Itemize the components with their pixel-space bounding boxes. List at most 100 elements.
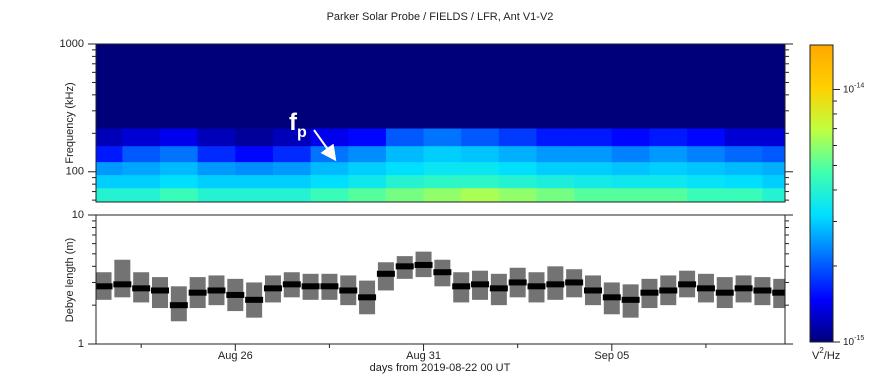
heat-cell — [272, 128, 312, 147]
heat-cell — [122, 187, 161, 202]
heat-cell — [574, 44, 613, 129]
median-band — [753, 287, 772, 294]
median-band — [132, 285, 151, 292]
y-tick-label: 1000 — [60, 38, 84, 50]
heat-cell — [461, 174, 500, 189]
annotation-arrow — [313, 129, 337, 162]
median-band — [583, 287, 602, 294]
heat-cell — [762, 161, 785, 176]
heat-cell — [611, 145, 650, 163]
y-axis-label: Debye length (m) — [64, 238, 76, 322]
heat-cell — [310, 174, 349, 189]
heat-cell — [498, 44, 538, 129]
colorbar-label-sup: 2 — [819, 346, 824, 355]
heat-cell — [385, 128, 425, 147]
heat-cell — [687, 174, 726, 189]
heat-cell — [461, 145, 500, 163]
heat-cell — [611, 44, 650, 129]
colorbar-label: V2/Hz — [812, 346, 840, 362]
colorbar — [809, 44, 834, 343]
heat-cell — [536, 128, 575, 147]
heat-cell — [762, 174, 785, 189]
heat-cell — [498, 174, 538, 189]
colorbar-tick-label: 10-14 — [843, 82, 864, 95]
x-tick-label: Aug 26 — [218, 350, 253, 362]
heat-cell — [272, 44, 312, 129]
heat-cell — [423, 187, 462, 202]
median-band — [659, 287, 678, 294]
median-band — [339, 287, 358, 294]
median-band — [734, 285, 753, 292]
heat-cell — [461, 187, 500, 202]
scatter-area — [96, 251, 785, 322]
heat-cell — [272, 187, 312, 202]
heat-cell — [611, 187, 650, 202]
heat-cell — [96, 44, 123, 129]
heat-cell — [687, 187, 726, 202]
heat-cell — [687, 44, 726, 129]
heat-cell — [724, 174, 763, 189]
median-band — [358, 294, 377, 301]
median-band — [621, 296, 640, 303]
heat-cell — [762, 44, 785, 129]
heat-cell — [197, 145, 236, 163]
median-band — [151, 287, 170, 294]
heat-cell — [649, 174, 688, 189]
heat-cell — [235, 187, 274, 202]
heat-cell — [385, 145, 425, 163]
heat-cell — [724, 187, 763, 202]
median-band — [772, 289, 785, 296]
heat-cell — [649, 128, 688, 147]
plot-frame — [95, 43, 786, 203]
colorbar-label-suffix: /Hz — [824, 350, 841, 362]
heat-cell — [310, 145, 349, 163]
x-tick-label: Aug 31 — [406, 350, 441, 362]
y-tick-label: 100 — [66, 166, 84, 178]
heat-cell — [574, 187, 613, 202]
heat-cell — [235, 128, 274, 147]
colorbar-label-text: V — [812, 350, 820, 362]
heat-cell — [611, 128, 650, 147]
y-tick-label: 1 — [78, 338, 84, 350]
heat-cell — [160, 174, 199, 189]
median-band — [471, 281, 490, 288]
median-band — [715, 289, 734, 296]
chart-title: Parker Solar Probe / FIELDS / LFR, Ant V… — [327, 11, 554, 23]
heat-cell — [498, 145, 538, 163]
heat-cell — [235, 174, 274, 189]
heat-cell — [498, 128, 538, 147]
heat-cell — [96, 145, 123, 163]
heat-cell — [310, 161, 349, 176]
heat-cell — [423, 161, 462, 176]
median-band — [489, 285, 508, 292]
heat-cell — [762, 145, 785, 163]
tick-base: 10 — [843, 337, 855, 348]
heat-cell — [235, 44, 274, 129]
heat-cell — [122, 128, 161, 147]
heat-cell — [122, 44, 161, 129]
heat-cell — [461, 161, 500, 176]
median-band — [696, 285, 715, 292]
median-band — [546, 281, 565, 288]
annotation-text: f — [289, 109, 298, 136]
heat-cell — [687, 128, 726, 147]
heat-cell — [96, 161, 123, 176]
heat-cell — [574, 128, 613, 147]
heat-cell — [235, 161, 274, 176]
median-band — [226, 291, 245, 298]
median-band — [508, 279, 527, 286]
heat-cell — [348, 187, 387, 202]
median-band — [414, 261, 433, 268]
heat-cell — [96, 174, 123, 189]
median-band — [282, 281, 301, 288]
heat-cell — [536, 145, 575, 163]
heat-cell — [385, 161, 425, 176]
heat-cell — [197, 44, 236, 129]
heat-cell — [762, 128, 785, 147]
median-band — [207, 287, 226, 294]
median-band — [320, 283, 339, 290]
heat-cell — [724, 128, 763, 147]
